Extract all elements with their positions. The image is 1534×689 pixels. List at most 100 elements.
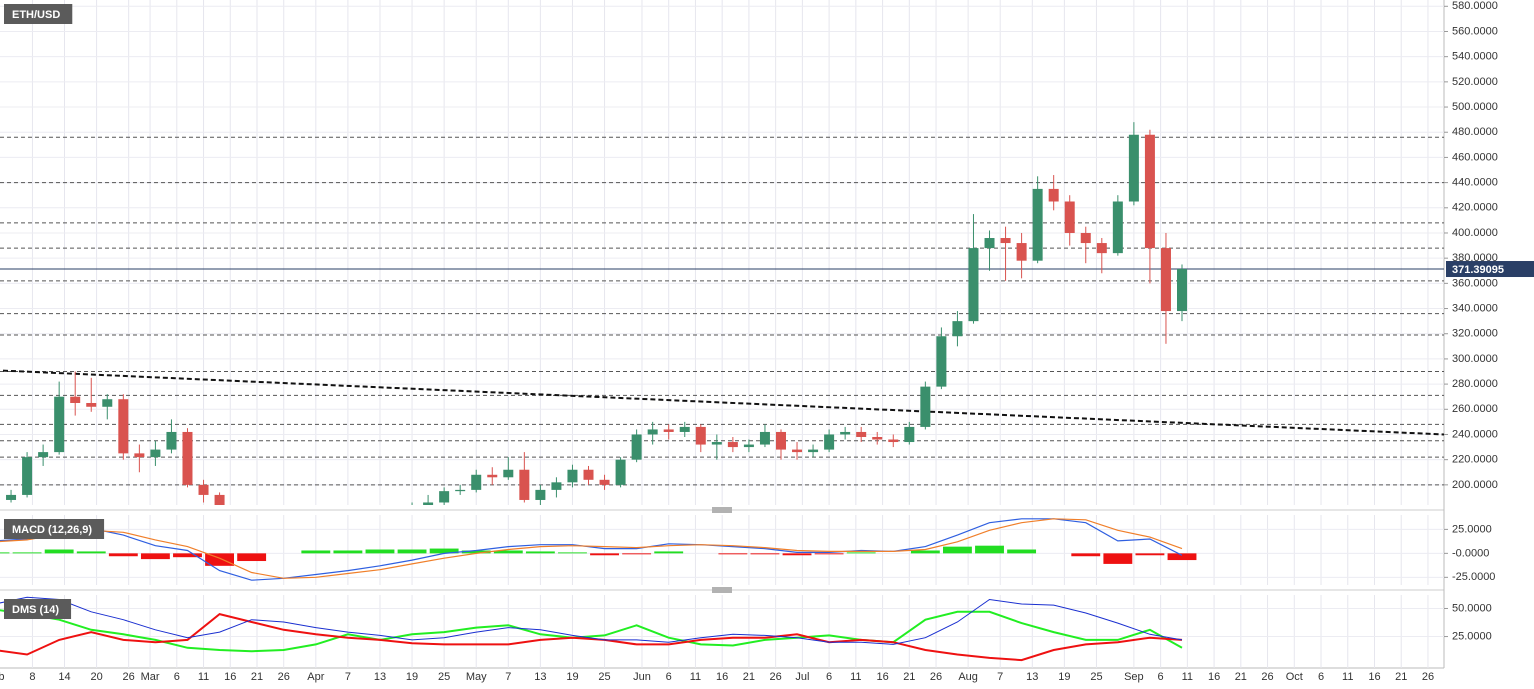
x-tick-label: 26 xyxy=(278,671,290,683)
x-tick-label: Jul xyxy=(795,671,809,683)
x-tick-label: 13 xyxy=(374,671,386,683)
y-tick-label: -0.0000 xyxy=(1452,547,1489,559)
candle-body xyxy=(583,469,594,480)
x-tick-label: 8 xyxy=(29,671,35,683)
histogram-bar xyxy=(365,549,395,554)
candle-body xyxy=(647,429,658,435)
y-tick-label: 540.0000 xyxy=(1452,51,1498,63)
pane-title-box xyxy=(4,599,72,619)
candle-body xyxy=(567,469,578,483)
histogram-bar xyxy=(461,550,491,554)
candle-body xyxy=(1000,238,1011,244)
histogram-bar xyxy=(0,552,10,554)
x-tick-label: 6 xyxy=(1158,671,1164,683)
candle-body xyxy=(599,479,610,485)
histogram-bar xyxy=(429,548,459,554)
y-tick-label: 50.0000 xyxy=(1452,602,1492,614)
candle-body xyxy=(487,474,498,478)
x-tick-label: 11 xyxy=(1342,671,1353,683)
y-tick-label: 260.0000 xyxy=(1452,403,1498,415)
candle-body xyxy=(182,431,193,485)
histogram-bar xyxy=(718,553,748,555)
y-tick-label: 25.0000 xyxy=(1452,630,1492,642)
candle-body xyxy=(711,442,722,445)
x-tick-label: 26 xyxy=(770,671,782,683)
candle-body xyxy=(1048,188,1059,202)
y-tick-label: 520.0000 xyxy=(1452,76,1498,88)
x-tick-label: 6 xyxy=(666,671,672,683)
x-tick-label: 26 xyxy=(1422,671,1434,683)
x-tick-label: 25 xyxy=(1090,671,1102,683)
candle-body xyxy=(856,431,867,437)
x-tick-label: Sep xyxy=(1124,671,1144,683)
y-tick-label: 580.0000 xyxy=(1452,0,1498,12)
y-tick-label: 220.0000 xyxy=(1452,454,1498,466)
x-tick-label: 16 xyxy=(876,671,888,683)
x-tick-label: 26 xyxy=(123,671,135,683)
x-tick-label: Oct xyxy=(1286,671,1303,683)
y-tick-label: 280.0000 xyxy=(1452,378,1498,390)
candle-body xyxy=(1144,134,1155,249)
candle-body xyxy=(1080,232,1091,244)
pane-title: MACD (12,26,9) xyxy=(12,524,92,536)
x-tick-label: Apr xyxy=(307,671,324,683)
candle-body xyxy=(792,449,803,453)
candle-body xyxy=(22,457,33,495)
candle-body xyxy=(423,502,434,505)
candle-body xyxy=(743,444,754,448)
x-tick-label: 13 xyxy=(1026,671,1038,683)
x-tick-label: 11 xyxy=(198,671,209,683)
x-tick-label: Aug xyxy=(958,671,978,683)
dms-line xyxy=(0,609,1183,653)
x-tick-label: 25 xyxy=(438,671,450,683)
candle-body xyxy=(872,436,883,440)
x-tick-label: 21 xyxy=(1395,671,1407,683)
candle-body xyxy=(1096,243,1107,254)
x-tick-label: 13 xyxy=(534,671,546,683)
macd-line xyxy=(0,518,1183,579)
histogram-bar xyxy=(975,545,1004,554)
current-price-box xyxy=(1446,261,1534,278)
candle-body xyxy=(840,431,851,435)
candle-body xyxy=(904,426,915,443)
x-tick-label: 11 xyxy=(1182,671,1193,683)
x-tick-label: 26 xyxy=(1261,671,1273,683)
histogram-bar xyxy=(942,546,972,554)
dms-pane xyxy=(0,596,1183,662)
candle-body xyxy=(503,469,514,478)
candle-body xyxy=(38,452,49,458)
histogram-bar xyxy=(44,549,74,554)
y-tick-label: 240.0000 xyxy=(1452,428,1498,440)
candle-body xyxy=(1064,201,1075,233)
candle-body xyxy=(86,402,97,407)
candle-body xyxy=(984,238,995,249)
histogram-bar xyxy=(173,553,202,558)
histogram-bar xyxy=(301,550,331,554)
pane-title: ETH/USD xyxy=(12,9,60,21)
y-tick-label: 300.0000 xyxy=(1452,353,1498,365)
candle-body xyxy=(471,474,482,490)
x-tick-label: May xyxy=(466,671,487,683)
x-tick-label: 6 xyxy=(1318,671,1324,683)
histogram-bar xyxy=(654,551,684,554)
candle-body xyxy=(679,426,690,432)
histogram-bar xyxy=(397,549,427,554)
candle-body xyxy=(936,336,947,387)
candle-body xyxy=(888,439,899,443)
x-tick-label: 16 xyxy=(1368,671,1380,683)
x-tick-label: 21 xyxy=(1235,671,1247,683)
histogram-bar xyxy=(622,553,652,555)
x-tick-label: 19 xyxy=(1058,671,1070,683)
candle-body xyxy=(1112,201,1123,254)
histogram-bar xyxy=(814,553,844,555)
histogram-bar xyxy=(140,553,170,560)
trendline xyxy=(0,369,1444,436)
histogram-bar xyxy=(1007,549,1037,554)
y-tick-label: 360.0000 xyxy=(1452,277,1498,289)
y-tick-label: 560.0000 xyxy=(1452,25,1498,37)
y-tick-label: 200.0000 xyxy=(1452,479,1498,491)
histogram-bar xyxy=(590,553,619,556)
candle-body xyxy=(198,484,209,495)
